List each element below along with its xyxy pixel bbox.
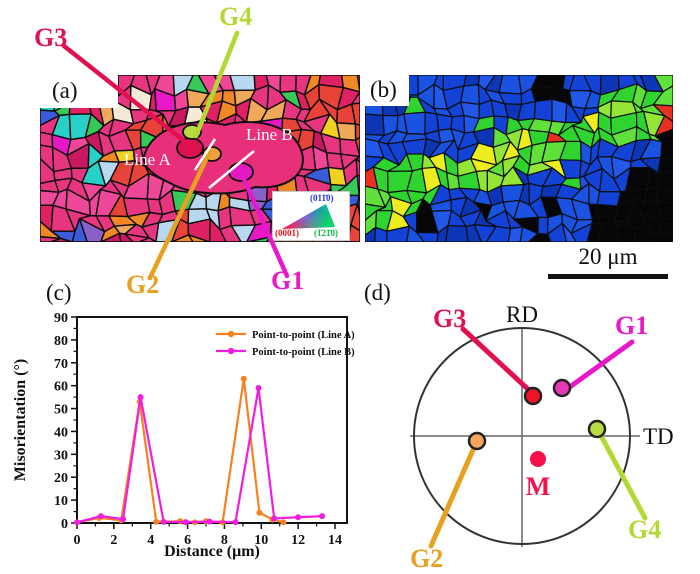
pole-circle: [413, 327, 631, 545]
data-point: [240, 375, 247, 382]
data-point: [160, 518, 167, 525]
data-point: [182, 519, 189, 526]
line-b-label: Line B: [246, 125, 293, 144]
pole-figure: RD TD G3 G1 G2 G4 M: [410, 302, 674, 573]
data-point: [319, 513, 326, 520]
y-tick-label: 70: [54, 357, 68, 372]
ipf-label-0110: (011̄0): [310, 193, 334, 203]
data-point: [256, 509, 263, 516]
data-point: [137, 394, 144, 401]
misorientation-chart: 0 10 20 30 40 50 60 70 80 90 0 2 4 6 8 10 12 14 Distance (…: [12, 311, 355, 560]
data-point: [206, 518, 213, 525]
grain-label-g4: G4: [219, 2, 253, 31]
pole-point-g2: [467, 431, 487, 451]
x-tick-label: 10: [254, 533, 268, 548]
pole-point-m: [530, 451, 546, 467]
panel-b-label: (b): [370, 77, 397, 102]
y-tick-label: 80: [54, 334, 68, 349]
panel-a-label: (a): [52, 78, 78, 103]
scale-bar-label: 20 μm: [578, 244, 638, 269]
panel-d-label: (d): [364, 280, 391, 305]
pole-label-g1: G1: [615, 311, 648, 340]
data-point: [255, 384, 262, 391]
rd-label: RD: [506, 302, 538, 327]
pole-leader-g1: [564, 339, 635, 392]
pole-point-g4: [587, 419, 607, 439]
td-label: TD: [643, 424, 674, 449]
data-point: [97, 513, 104, 520]
y-tick-label: 90: [54, 311, 68, 326]
x-tick-label: 6: [184, 533, 191, 548]
data-point: [232, 519, 239, 526]
x-tick-label: 12: [291, 533, 305, 548]
panel-b-label-box: (b): [365, 75, 409, 106]
data-point: [295, 514, 302, 521]
y-tick-label: 60: [54, 380, 68, 395]
ipf-color-triangle: [282, 204, 335, 229]
grain-label-g3: G3: [34, 23, 68, 52]
pole-label-m: M: [526, 472, 551, 501]
y-tick-label: 30: [54, 448, 68, 463]
x-tick-label: 4: [147, 533, 154, 548]
line-a-label: Line A: [124, 150, 171, 169]
data-point: [120, 516, 127, 523]
x-axis-title: Distance (μm): [164, 543, 260, 560]
y-tick-label: 50: [54, 403, 68, 418]
grain-label-g2: G2: [126, 270, 160, 299]
series-line-a: [76, 377, 284, 524]
y-tick-label: 10: [54, 494, 68, 509]
data-point: [271, 515, 278, 522]
pole-label-g3: G3: [433, 304, 466, 333]
pole-leader-g4: [596, 429, 648, 521]
grain-label-g1: G1: [271, 266, 305, 295]
kam-map: [365, 75, 673, 242]
panel-c-label: (c): [46, 280, 72, 305]
legend-label: Point-to-point (Line A): [252, 330, 355, 341]
pole-point-g1: [552, 378, 572, 398]
data-point: [74, 519, 80, 526]
y-tick-label: 20: [54, 471, 68, 486]
ipf-label-0001: (0001): [275, 228, 299, 238]
y-tick-label: 40: [54, 425, 68, 440]
x-tick-label: 2: [110, 533, 117, 548]
y-tick-label: 0: [61, 517, 68, 532]
panel-a-label-box: (a): [40, 75, 118, 108]
pole-label-g2: G2: [410, 544, 443, 573]
pole-leader-g3: [460, 326, 534, 395]
y-axis-title: Misorientation (°): [12, 359, 29, 481]
scale-bar: [548, 274, 668, 279]
pole-label-g4: G4: [628, 515, 661, 544]
data-point: [280, 519, 287, 526]
legend-label: Point-to-point (Line B): [252, 347, 355, 358]
x-tick-label: 8: [221, 533, 228, 548]
series-line-b: [76, 386, 323, 524]
x-tick-label: 14: [328, 533, 342, 548]
pole-point-g3: [523, 386, 543, 406]
x-tick-label: 0: [74, 533, 81, 548]
pole-leader-g2: [428, 440, 479, 549]
ipf-label-1210: (1̄21̄0): [314, 228, 338, 238]
ipf-color-key: (011̄0) (0001) (1̄21̄0): [272, 191, 350, 241]
data-point: [153, 518, 160, 525]
